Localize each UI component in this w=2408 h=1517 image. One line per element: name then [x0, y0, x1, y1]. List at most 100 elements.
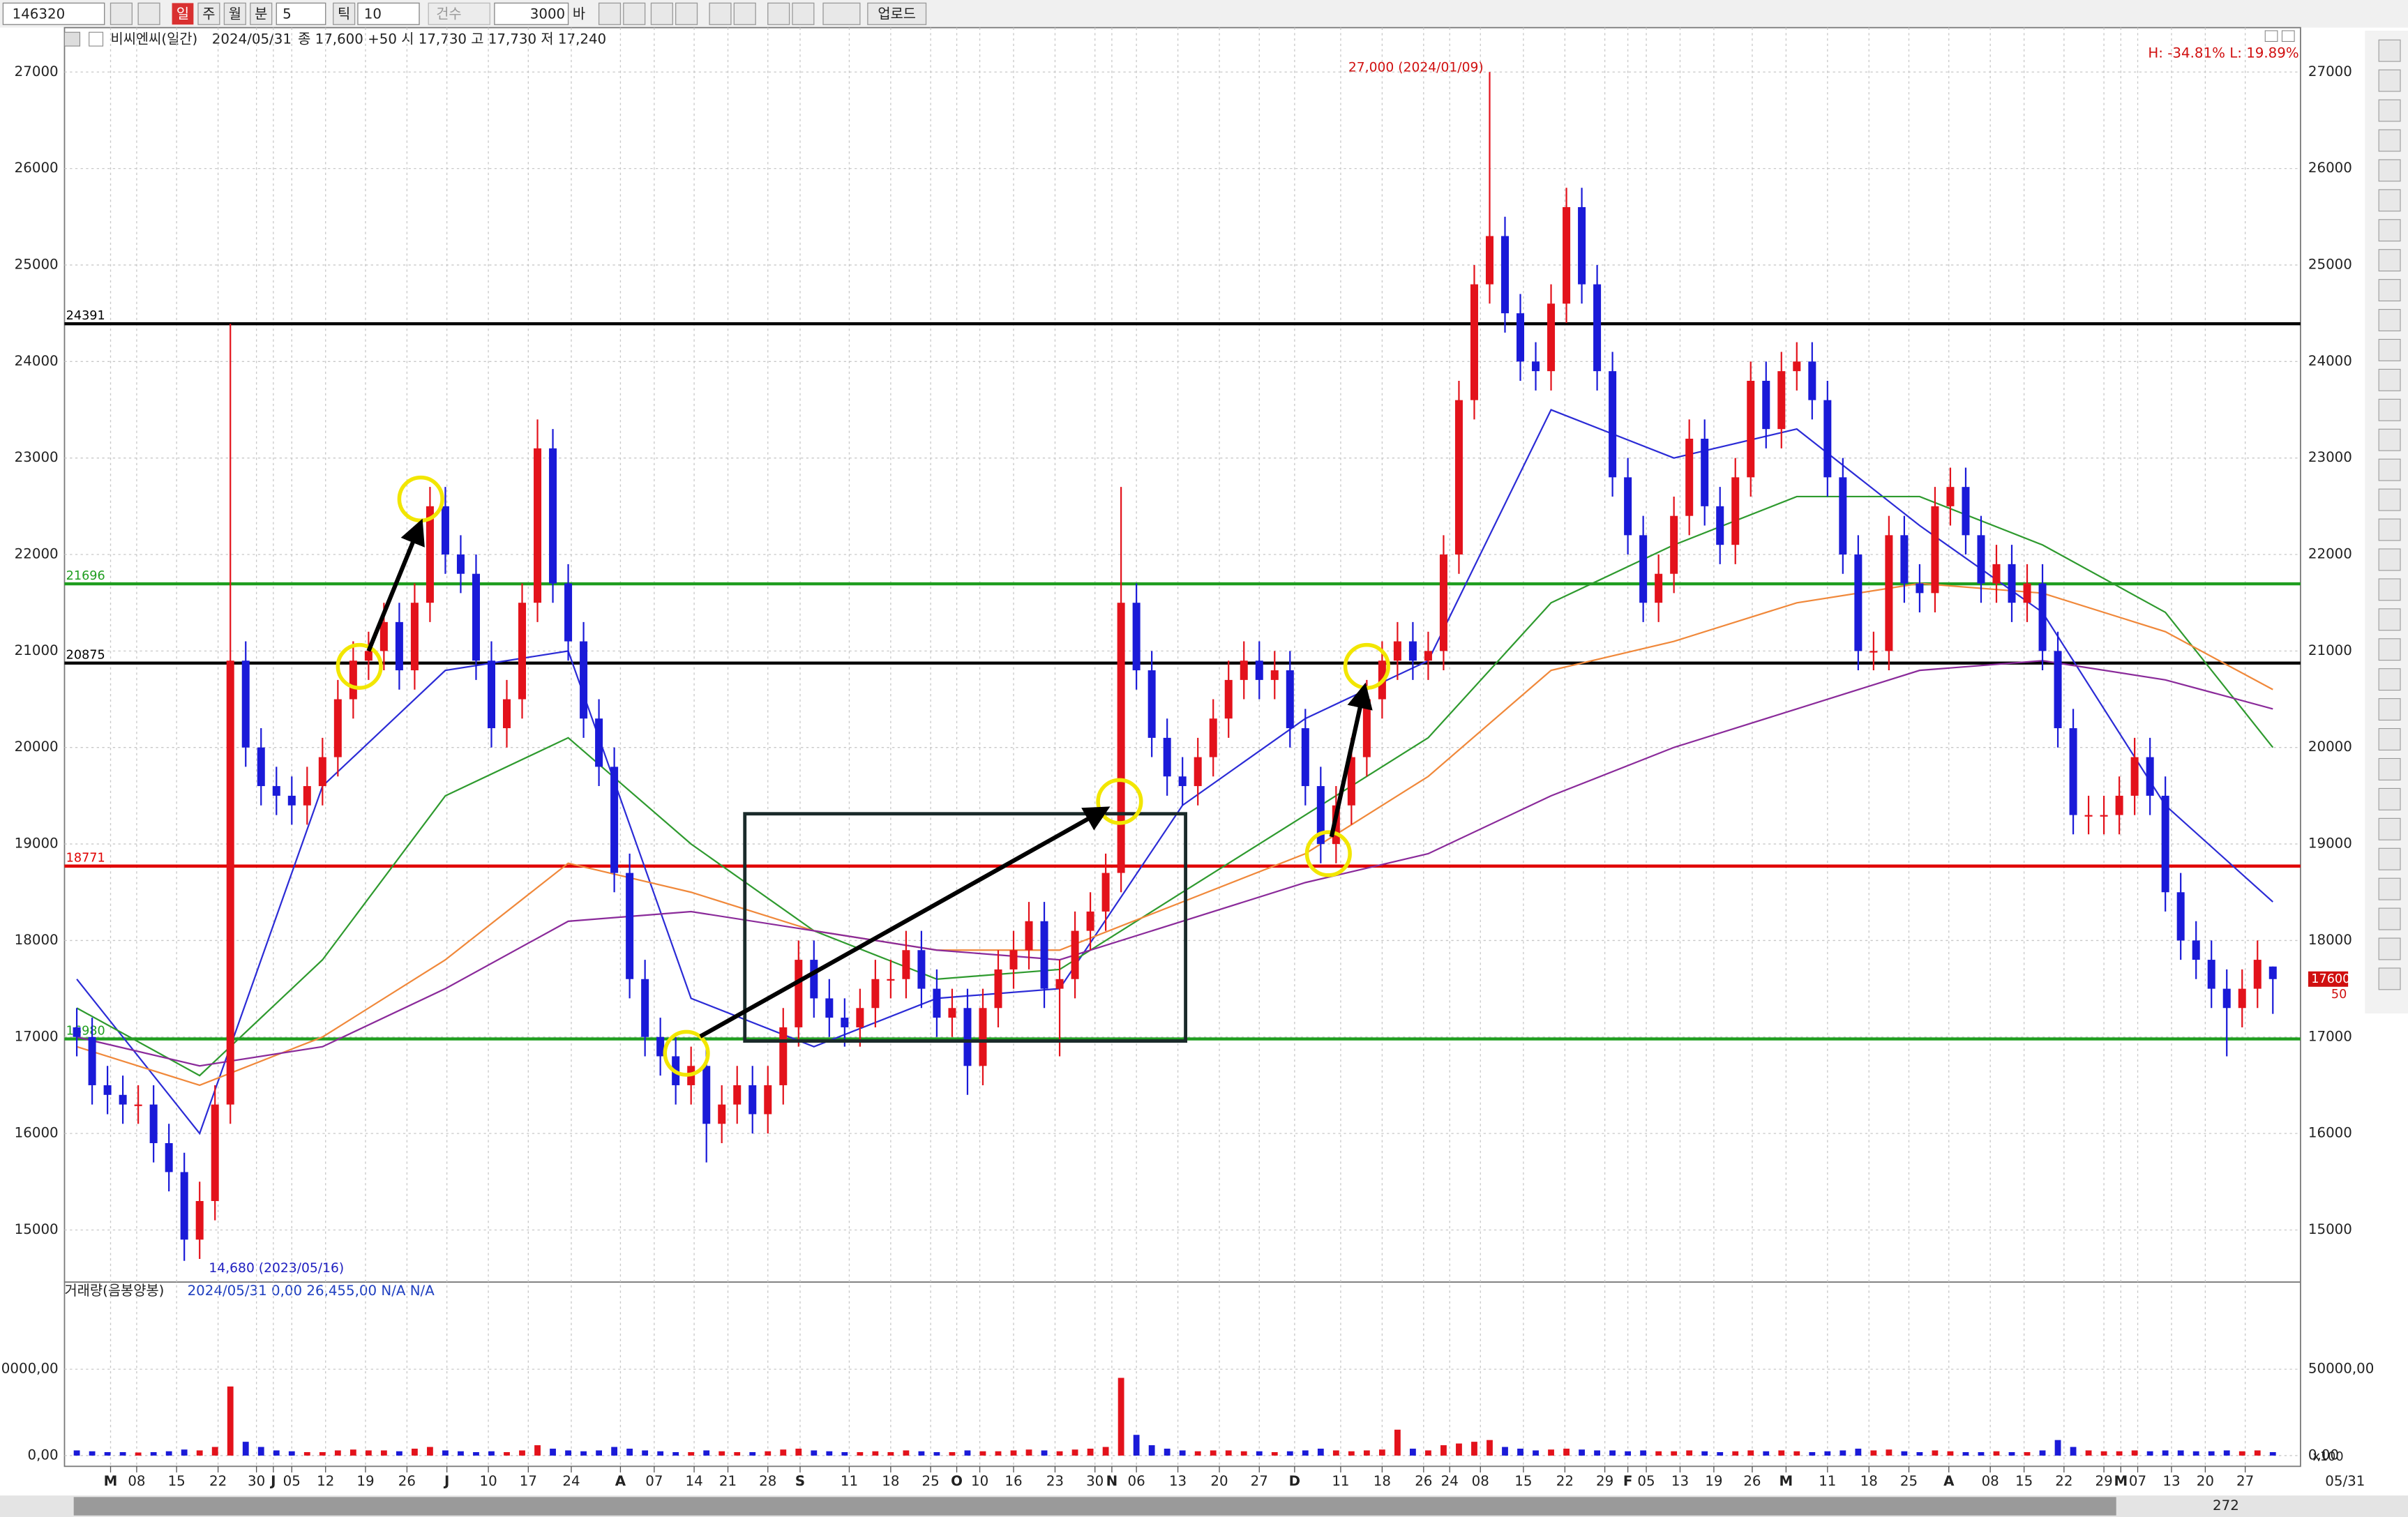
side-tool-button[interactable]: [2378, 728, 2401, 750]
minute[interactable]: 5: [283, 6, 292, 22]
tool-button[interactable]: [822, 2, 861, 25]
candle-body: [487, 661, 495, 729]
tool-button[interactable]: [767, 2, 790, 25]
panel-icon[interactable]: [63, 31, 81, 47]
period-button[interactable]: [197, 2, 220, 25]
count-select[interactable]: [428, 2, 490, 25]
side-tool-button[interactable]: [2378, 668, 2401, 691]
candle-body: [1500, 236, 1510, 314]
side-tool-button[interactable]: [2378, 368, 2401, 391]
side-tool-button[interactable]: [2378, 309, 2401, 331]
tool-button[interactable]: [709, 2, 732, 25]
side-tool-button[interactable]: [2378, 159, 2401, 182]
volume-bar: [933, 1451, 940, 1456]
volume-bar: [504, 1451, 510, 1456]
x-tick-label: 11: [841, 1473, 858, 1489]
tool-button[interactable]: [733, 2, 756, 25]
volume-bar: [1947, 1451, 1954, 1456]
y-tick-label: 18000: [15, 932, 59, 948]
period-button[interactable]: [172, 3, 194, 25]
volume-bar: [2192, 1451, 2199, 1456]
price-summary: 종 17,600 +50 시 17,730 고 17,730 저 17,240: [298, 31, 606, 47]
tool-button[interactable]: [792, 2, 815, 25]
bars-input[interactable]: [494, 2, 569, 25]
period[interactable]: 분: [255, 6, 267, 22]
side-tool-button[interactable]: [2378, 847, 2401, 870]
x-tick-label: O: [951, 1473, 963, 1489]
side-tool-button[interactable]: [2378, 967, 2401, 990]
side-tool-button[interactable]: [2378, 458, 2401, 481]
side-tool-button[interactable]: [2378, 39, 2401, 62]
period[interactable]: 일: [176, 6, 189, 22]
side-tool-button[interactable]: [2378, 428, 2401, 451]
volume-bar: [1809, 1451, 1816, 1456]
scroll-thumb[interactable]: [73, 1497, 2116, 1516]
code-input[interactable]: [2, 2, 105, 25]
side-tool-button[interactable]: [2378, 338, 2401, 361]
volume-bar: [1394, 1429, 1401, 1456]
volume-bar: [1456, 1443, 1462, 1456]
tool-button[interactable]: [598, 2, 622, 25]
volume-bar: [550, 1449, 556, 1456]
tick[interactable]: 10: [364, 6, 382, 22]
volume-bar: [2238, 1451, 2245, 1456]
side-tool-button[interactable]: [2378, 787, 2401, 810]
side-tool-button[interactable]: [2378, 907, 2401, 930]
side-tool-button[interactable]: [2378, 638, 2401, 661]
tick-select[interactable]: [357, 2, 420, 25]
upload[interactable]: 업로드: [878, 6, 916, 22]
y-tick-label: 23000: [2308, 449, 2352, 465]
candle-body: [441, 506, 449, 555]
volume-bar: [227, 1386, 234, 1456]
side-tool-button[interactable]: [2378, 219, 2401, 242]
candle-body: [1900, 535, 1909, 584]
tool-button[interactable]: [675, 2, 698, 25]
side-tool-button[interactable]: [2378, 129, 2401, 152]
side-tool-button[interactable]: [2378, 937, 2401, 960]
candle-body: [134, 1104, 142, 1106]
period[interactable]: 주: [202, 6, 215, 22]
side-tool-button[interactable]: [2378, 189, 2401, 212]
side-tool-button[interactable]: [2378, 578, 2401, 601]
x-tick-label: 29: [1596, 1473, 1613, 1489]
tool-button[interactable]: [650, 2, 673, 25]
window-button[interactable]: [2264, 30, 2278, 42]
side-tool-button[interactable]: [2378, 608, 2401, 631]
upload-button[interactable]: [867, 2, 927, 25]
side-tool-button[interactable]: [2378, 817, 2401, 840]
side-tool-button[interactable]: [2378, 757, 2401, 780]
side-tool-button[interactable]: [2378, 279, 2401, 302]
side-tool-button[interactable]: [2378, 488, 2401, 511]
candle-body: [1517, 313, 1525, 362]
side-tool-button[interactable]: [2378, 398, 2401, 421]
side-tool-button[interactable]: [2378, 69, 2401, 92]
x-tick-label: 25: [922, 1473, 940, 1489]
side-tool-button[interactable]: [2378, 548, 2401, 571]
period[interactable]: 월: [229, 6, 241, 22]
candle-body: [764, 1085, 772, 1115]
window-button[interactable]: [2281, 30, 2295, 42]
x-tick-label: M: [104, 1473, 118, 1489]
tool-button[interactable]: [623, 2, 646, 25]
minute-select[interactable]: [276, 2, 326, 25]
candle-body: [103, 1085, 112, 1095]
volume-bar: [979, 1451, 986, 1456]
candle-body: [1685, 438, 1694, 516]
panel-close[interactable]: [89, 31, 104, 47]
price-badge: [2308, 971, 2349, 987]
candle-body: [1270, 670, 1279, 680]
tick-button[interactable]: [333, 2, 356, 25]
side-tool-button[interactable]: [2378, 249, 2401, 272]
side-tool-button[interactable]: [2378, 518, 2401, 541]
tick-label[interactable]: 틱: [338, 6, 350, 22]
side-tool-button[interactable]: [2378, 698, 2401, 721]
search-button[interactable]: [110, 2, 133, 25]
side-tool-button[interactable]: [2378, 877, 2401, 900]
side-tool-button[interactable]: [2378, 99, 2401, 122]
volume-bar: [150, 1451, 157, 1456]
candle-body: [241, 661, 250, 748]
period-button[interactable]: [250, 2, 273, 25]
period-button[interactable]: [223, 2, 246, 25]
search-button[interactable]: [137, 2, 160, 25]
